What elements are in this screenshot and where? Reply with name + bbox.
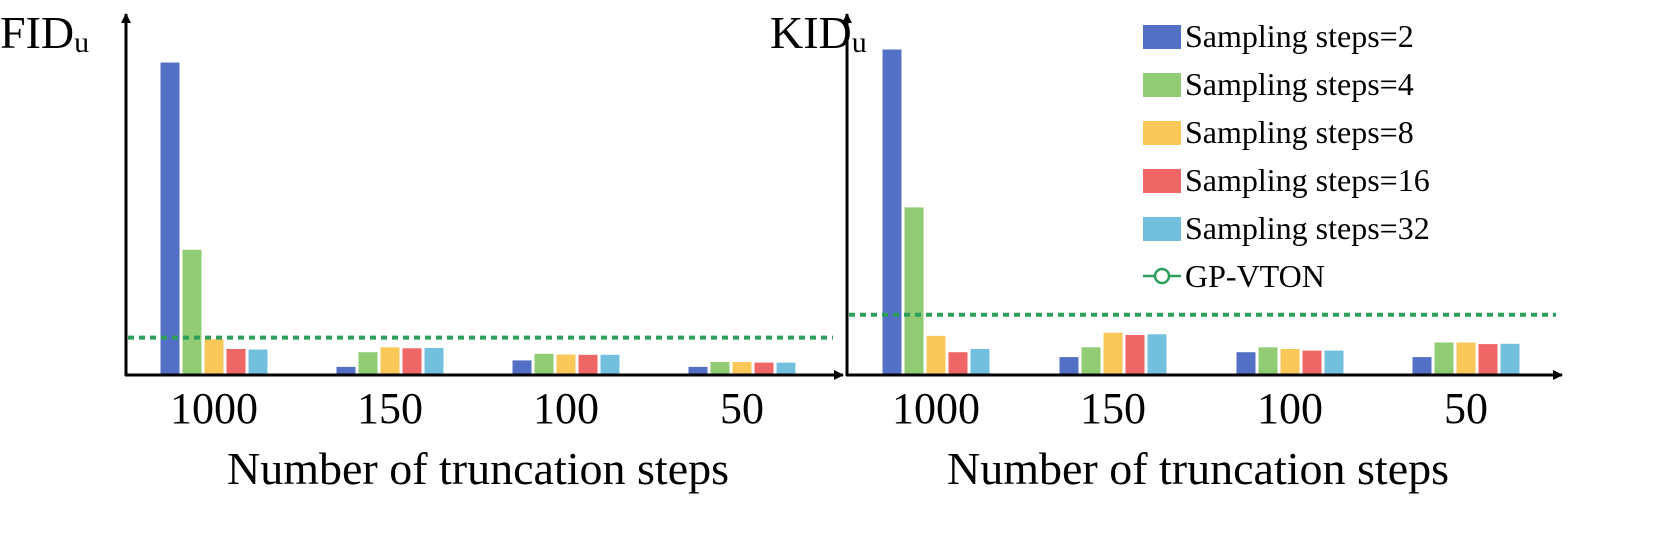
kid-chart: KIDu 1000 150 100 50 Number of truncation s… <box>770 7 1563 494</box>
kid-bar-50-steps-16 <box>1478 344 1498 375</box>
kid-tick-1000: 1000 <box>892 384 980 433</box>
kid-bar-100-steps-32 <box>1324 350 1344 375</box>
fid-tick-50: 50 <box>720 384 764 433</box>
kid-bar-1000-steps-2 <box>882 49 902 375</box>
fid-tick-100: 100 <box>533 384 599 433</box>
fid-bar-150-steps-8 <box>380 347 400 375</box>
kid-x-axis-label: Number of truncation steps <box>947 443 1449 494</box>
fid-y-label-sub: u <box>74 26 89 59</box>
kid-bar-150-steps-2 <box>1059 357 1079 375</box>
legend-item-3: Sampling steps=8 <box>1143 114 1414 150</box>
kid-tick-150: 150 <box>1080 384 1146 433</box>
fid-bar-100-steps-32 <box>600 354 620 375</box>
kid-bar-150-steps-16 <box>1125 335 1145 375</box>
kid-bars <box>882 49 1520 375</box>
fid-bar-100-steps-4 <box>534 353 554 375</box>
kid-tick-100: 100 <box>1257 384 1323 433</box>
legend-label: Sampling steps=2 <box>1185 18 1414 54</box>
legend-label: Sampling steps=8 <box>1185 114 1414 150</box>
kid-bar-100-steps-16 <box>1302 350 1322 375</box>
kid-bar-1000-steps-32 <box>970 349 990 375</box>
fid-bars <box>160 62 796 375</box>
kid-x-ticks: 1000 150 100 50 <box>892 384 1488 433</box>
kid-bar-1000-steps-4 <box>904 207 924 375</box>
fid-bar-1000-steps-4 <box>182 249 202 375</box>
fid-bar-150-steps-2 <box>336 366 356 375</box>
fid-bar-1000-steps-8 <box>204 339 224 375</box>
kid-bar-150-steps-32 <box>1147 334 1167 375</box>
fid-tick-1000: 1000 <box>170 384 258 433</box>
fid-y-label-main: FID <box>0 7 74 58</box>
fid-chart: FIDu 1000 150 100 50 Number of truncation s… <box>0 7 844 494</box>
legend-swatch <box>1143 121 1181 145</box>
kid-bar-150-steps-4 <box>1081 347 1101 375</box>
fid-x-axis-label: Number of truncation steps <box>227 443 729 494</box>
kid-bar-150-steps-8 <box>1103 332 1123 375</box>
kid-bar-1000-steps-8 <box>926 335 946 375</box>
legend-label: Sampling steps=32 <box>1185 210 1430 246</box>
legend-circle-marker-icon <box>1153 267 1171 285</box>
fid-tick-150: 150 <box>357 384 423 433</box>
legend-item-2: Sampling steps=4 <box>1143 66 1414 102</box>
fid-bar-150-steps-32 <box>424 348 444 375</box>
legend-item-1: Sampling steps=2 <box>1143 18 1414 54</box>
legend: Sampling steps=2 Sampling steps=4 Sampling… <box>1143 18 1430 294</box>
kid-bar-50-steps-8 <box>1456 342 1476 375</box>
kid-bar-100-steps-4 <box>1258 347 1278 375</box>
fid-bar-1000-steps-32 <box>248 349 268 375</box>
fid-bar-100-steps-8 <box>556 354 576 375</box>
legend-label: Sampling steps=16 <box>1185 162 1430 198</box>
legend-swatch <box>1143 25 1181 49</box>
kid-bar-1000-steps-16 <box>948 352 968 375</box>
kid-bar-50-steps-2 <box>1412 357 1432 375</box>
kid-y-label-main: KID <box>770 7 852 58</box>
kid-bar-100-steps-2 <box>1236 352 1256 375</box>
legend-swatch <box>1143 169 1181 193</box>
fid-bar-50-steps-4 <box>710 362 730 375</box>
fid-bar-100-steps-2 <box>512 360 532 375</box>
fid-x-ticks: 1000 150 100 50 <box>170 384 764 433</box>
legend-item-5: Sampling steps=32 <box>1143 210 1430 246</box>
legend-label: Sampling steps=4 <box>1185 66 1414 102</box>
fid-bar-1000-steps-16 <box>226 349 246 375</box>
fid-bar-50-steps-32 <box>776 362 796 375</box>
legend-swatch <box>1143 73 1181 97</box>
kid-bar-100-steps-8 <box>1280 349 1300 375</box>
kid-y-label-sub: u <box>852 26 867 59</box>
kid-bar-50-steps-4 <box>1434 342 1454 375</box>
legend-label: GP-VTON <box>1185 258 1325 294</box>
fid-bar-100-steps-16 <box>578 354 598 375</box>
kid-tick-50: 50 <box>1444 384 1488 433</box>
legend-item-4: Sampling steps=16 <box>1143 162 1430 198</box>
legend-swatch <box>1143 217 1181 241</box>
fid-bar-50-steps-2 <box>688 366 708 375</box>
kid-y-axis-label: KIDu <box>770 7 867 59</box>
fid-y-axis-label: FIDu <box>0 7 89 59</box>
fid-bar-150-steps-16 <box>402 348 422 375</box>
fid-bar-50-steps-8 <box>732 362 752 375</box>
fid-bar-150-steps-4 <box>358 352 378 375</box>
fid-bar-1000-steps-2 <box>160 62 180 375</box>
fid-bar-50-steps-16 <box>754 362 774 375</box>
legend-item-6: GP-VTON <box>1143 258 1325 294</box>
kid-bar-50-steps-32 <box>1500 343 1520 375</box>
